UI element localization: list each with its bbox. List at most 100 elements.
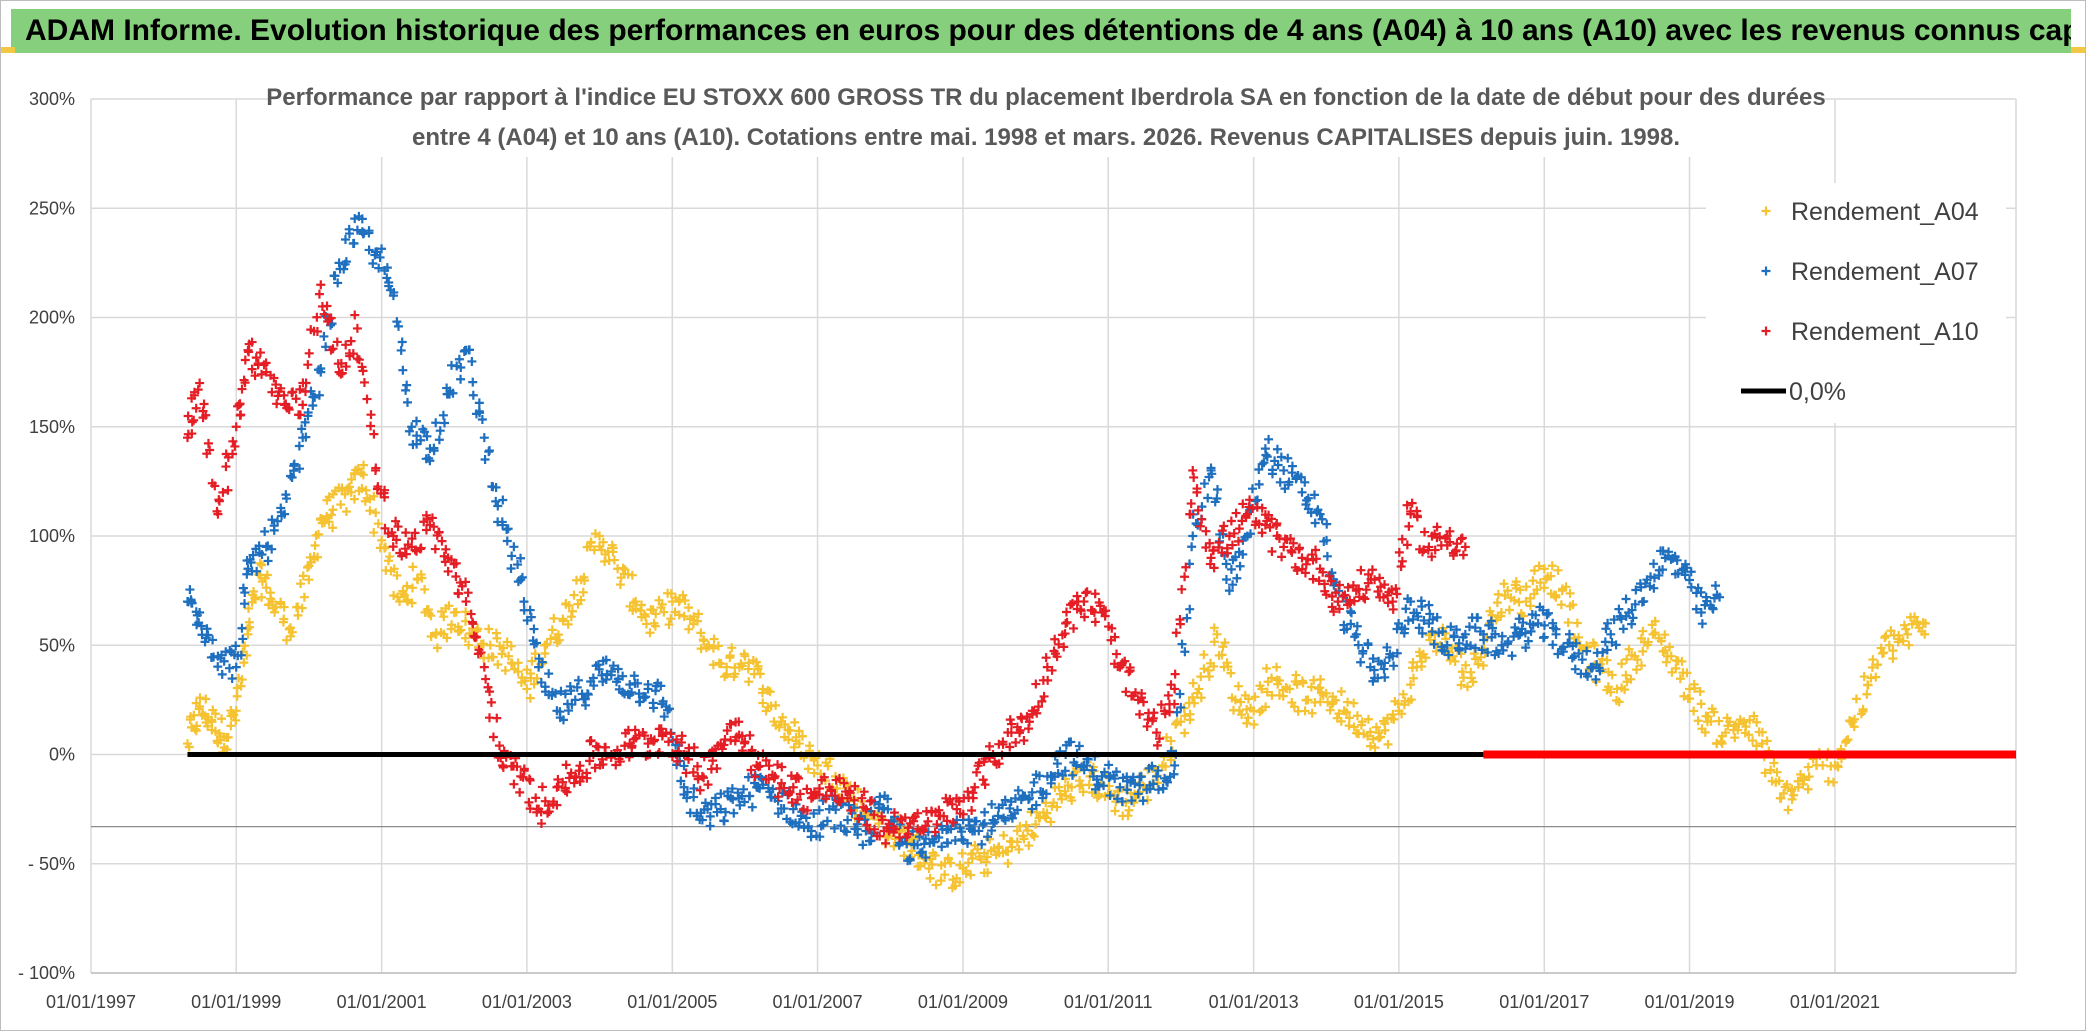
data-point [345, 482, 355, 492]
data-point [689, 742, 699, 752]
data-point [1175, 619, 1185, 629]
data-point [611, 760, 621, 770]
data-point [502, 536, 512, 546]
data-point [1067, 770, 1077, 780]
data-point [1238, 499, 1248, 509]
data-point [500, 666, 510, 676]
data-point [1031, 679, 1041, 689]
data-point [509, 779, 519, 789]
data-point [1876, 643, 1886, 653]
data-point [843, 815, 853, 825]
data-point [1137, 689, 1147, 699]
data-point [869, 810, 879, 820]
data-point [326, 510, 336, 520]
data-point [701, 798, 711, 808]
data-point [444, 601, 454, 611]
data-point [1336, 716, 1346, 726]
data-point [1862, 689, 1872, 699]
data-point [1392, 624, 1402, 634]
y-tick-label: 150% [29, 417, 75, 437]
data-point [365, 506, 375, 516]
data-point [1297, 553, 1307, 563]
data-point [737, 731, 747, 741]
data-point [1700, 727, 1710, 737]
data-point [598, 537, 608, 547]
data-point [1324, 571, 1334, 581]
data-point [407, 534, 417, 544]
data-point [934, 833, 944, 843]
data-point [267, 544, 277, 554]
data-point [288, 387, 298, 397]
y-tick-label: 250% [29, 198, 75, 218]
data-point [349, 238, 359, 248]
data-point [244, 603, 254, 613]
data-point [589, 681, 599, 691]
data-point [1850, 714, 1860, 724]
data-point [1300, 477, 1310, 487]
data-point [1196, 672, 1206, 682]
data-point [1078, 787, 1088, 797]
data-point [1398, 689, 1408, 699]
data-point [471, 632, 481, 642]
data-point [192, 721, 202, 731]
data-point [1538, 605, 1548, 615]
data-point [982, 852, 992, 862]
data-point [435, 426, 445, 436]
data-point [550, 688, 560, 698]
data-point [1163, 690, 1173, 700]
data-point [1276, 452, 1286, 462]
data-point [456, 625, 466, 635]
data-point [473, 624, 483, 634]
data-point [881, 838, 891, 848]
data-point [1695, 686, 1705, 696]
data-point [1029, 777, 1039, 787]
data-point [1373, 587, 1383, 597]
data-point [1005, 715, 1015, 725]
data-point [930, 827, 940, 837]
data-point [273, 516, 283, 526]
data-point [1494, 649, 1504, 659]
data-point [1360, 594, 1370, 604]
data-point [301, 378, 311, 388]
data-point [850, 781, 860, 791]
data-point [451, 558, 461, 568]
data-point [1696, 699, 1706, 709]
data-point [1124, 805, 1134, 815]
data-point [1621, 670, 1631, 680]
data-point [1242, 509, 1252, 519]
data-point [1100, 611, 1110, 621]
data-point [1394, 547, 1404, 557]
data-point [492, 713, 502, 723]
data-point [1472, 613, 1482, 623]
data-point [984, 741, 994, 751]
data-point [532, 638, 542, 648]
data-point [679, 611, 689, 621]
data-point [1551, 624, 1561, 634]
data-point [210, 481, 220, 491]
data-point [1365, 727, 1375, 737]
data-point [231, 715, 241, 725]
data-point [1382, 642, 1392, 652]
data-point [359, 460, 369, 470]
data-point [194, 704, 204, 714]
data-point [934, 805, 944, 815]
data-point [654, 724, 664, 734]
data-point [319, 309, 329, 319]
data-point [237, 623, 247, 633]
data-point [316, 363, 326, 373]
data-point [1711, 581, 1721, 591]
data-point [369, 491, 379, 501]
data-point [454, 354, 464, 364]
data-point [1177, 639, 1187, 649]
data-point [582, 768, 592, 778]
data-point [1005, 742, 1015, 752]
data-point [1571, 638, 1581, 648]
data-point [1145, 784, 1155, 794]
data-point [485, 640, 495, 650]
data-point [842, 827, 852, 837]
data-point [1431, 646, 1441, 656]
data-point [1043, 675, 1053, 685]
data-point [1255, 681, 1265, 691]
data-point [579, 575, 589, 585]
data-point [543, 808, 553, 818]
